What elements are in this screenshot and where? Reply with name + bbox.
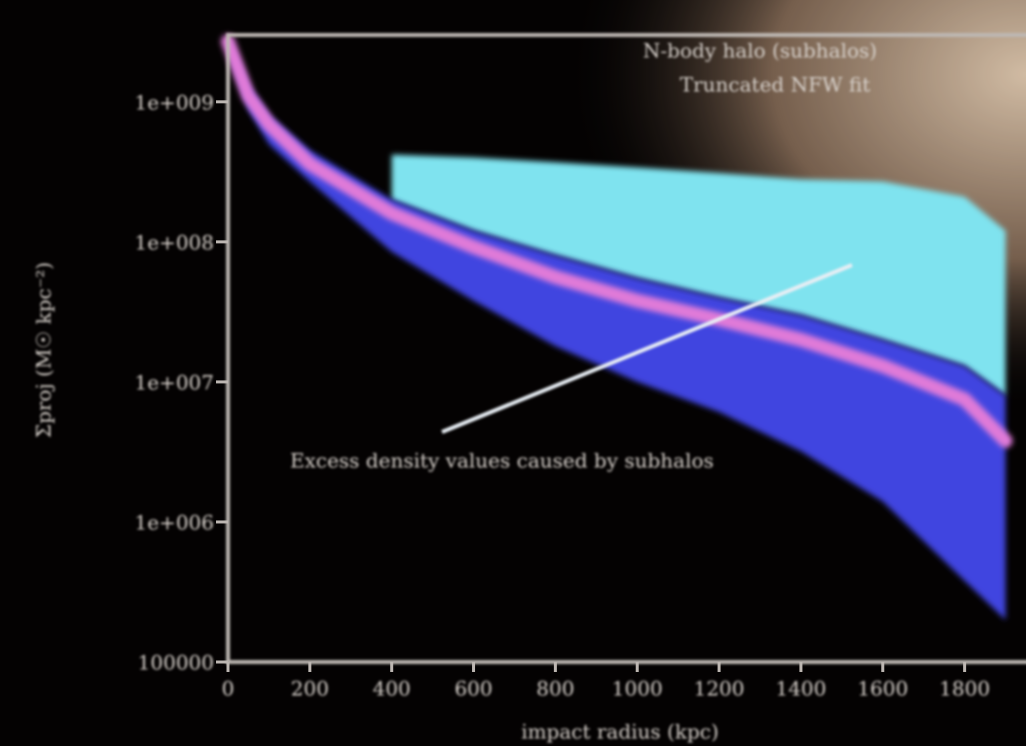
x-tick-label: 1400 bbox=[775, 677, 826, 701]
x-tick-label: 1000 bbox=[612, 677, 663, 701]
x-tick-label: 0 bbox=[222, 677, 235, 701]
page: N-body halo (subhalos) Truncated NFW fit… bbox=[0, 0, 1026, 746]
x-tick-label: 400 bbox=[373, 677, 411, 701]
x-tick-label: 600 bbox=[454, 677, 492, 701]
x-tick-label: 800 bbox=[536, 677, 574, 701]
x-tick-label: 200 bbox=[291, 677, 329, 701]
y-axis-label: Σproj (M☉ kpc⁻²) bbox=[32, 262, 56, 438]
annotation: Excess density values caused by subhalos bbox=[290, 449, 714, 473]
y-tick-label: 100000 bbox=[138, 651, 214, 675]
x-tick-label: 1600 bbox=[857, 677, 908, 701]
chart: N-body halo (subhalos) Truncated NFW fit… bbox=[0, 0, 1026, 746]
x-tick-label: 1800 bbox=[939, 677, 990, 701]
y-tick-label: 1e+008 bbox=[135, 230, 215, 254]
legend-subtitle: Truncated NFW fit bbox=[680, 73, 871, 97]
x-tick-label: 1200 bbox=[694, 677, 745, 701]
legend-title: N-body halo (subhalos) bbox=[643, 39, 877, 63]
y-tick-label: 1e+006 bbox=[135, 510, 215, 534]
x-axis-label: impact radius (kpc) bbox=[521, 720, 719, 744]
y-tick-label: 1e+009 bbox=[135, 90, 215, 114]
y-tick-label: 1e+007 bbox=[135, 370, 215, 394]
